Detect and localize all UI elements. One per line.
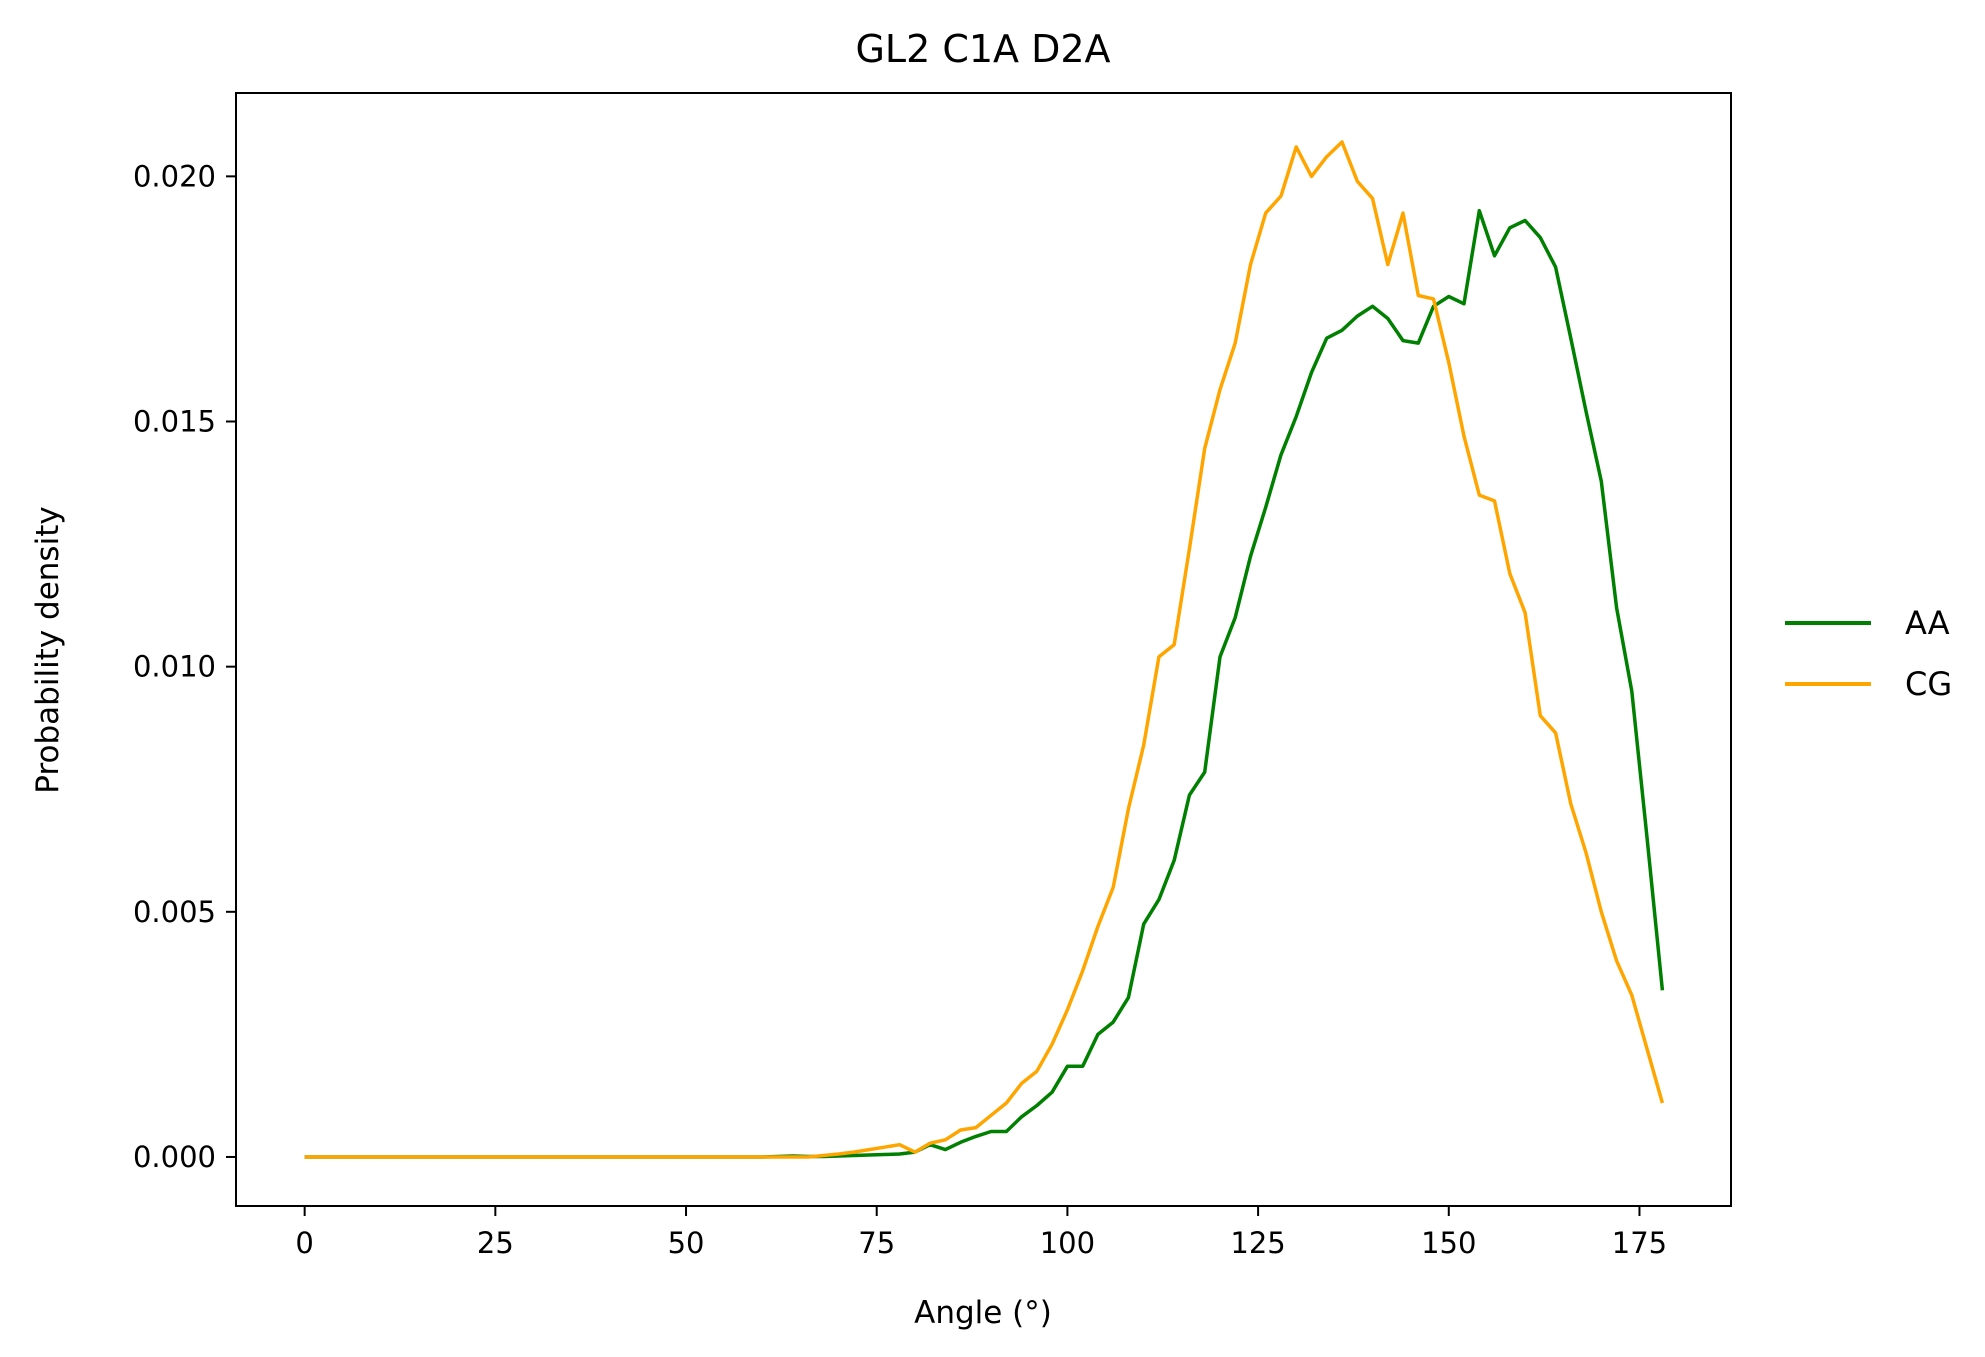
x-tick-label: 50 [668, 1226, 705, 1260]
y-tick-label: 0.020 [133, 159, 216, 193]
y-tick-label: 0.000 [133, 1140, 216, 1174]
x-tick-label: 150 [1421, 1226, 1476, 1260]
x-axis: 0 25 50 75 100 125 150 175 [295, 1206, 1667, 1260]
x-tick-label: 75 [858, 1226, 895, 1260]
legend-item-aa: AA [1785, 604, 1950, 642]
series-line-cg [304, 140, 1665, 1159]
x-tick-label: 125 [1230, 1226, 1285, 1260]
y-tick-label: 0.015 [133, 405, 216, 439]
legend-label: AA [1905, 604, 1950, 642]
y-axis-label: Probability density [30, 506, 66, 793]
x-tick-label: 175 [1612, 1226, 1667, 1260]
x-tick-label: 100 [1040, 1226, 1095, 1260]
x-tick-label: 25 [477, 1226, 514, 1260]
legend: AA CG [1785, 604, 1952, 703]
series-lines [304, 140, 1665, 1159]
y-tick-label: 0.005 [133, 895, 216, 929]
chart-title: GL2 C1A D2A [855, 27, 1110, 71]
legend-item-cg: CG [1785, 665, 1952, 703]
y-axis: 0.000 0.005 0.010 0.015 0.020 [133, 159, 236, 1174]
legend-label: CG [1905, 665, 1952, 703]
plot-frame [235, 92, 1732, 1207]
series-line-aa [304, 208, 1665, 1159]
y-tick-label: 0.010 [133, 650, 216, 684]
plot-area [235, 92, 1732, 1207]
x-tick-label: 0 [295, 1226, 313, 1260]
x-axis-label: Angle (°) [914, 1295, 1052, 1331]
